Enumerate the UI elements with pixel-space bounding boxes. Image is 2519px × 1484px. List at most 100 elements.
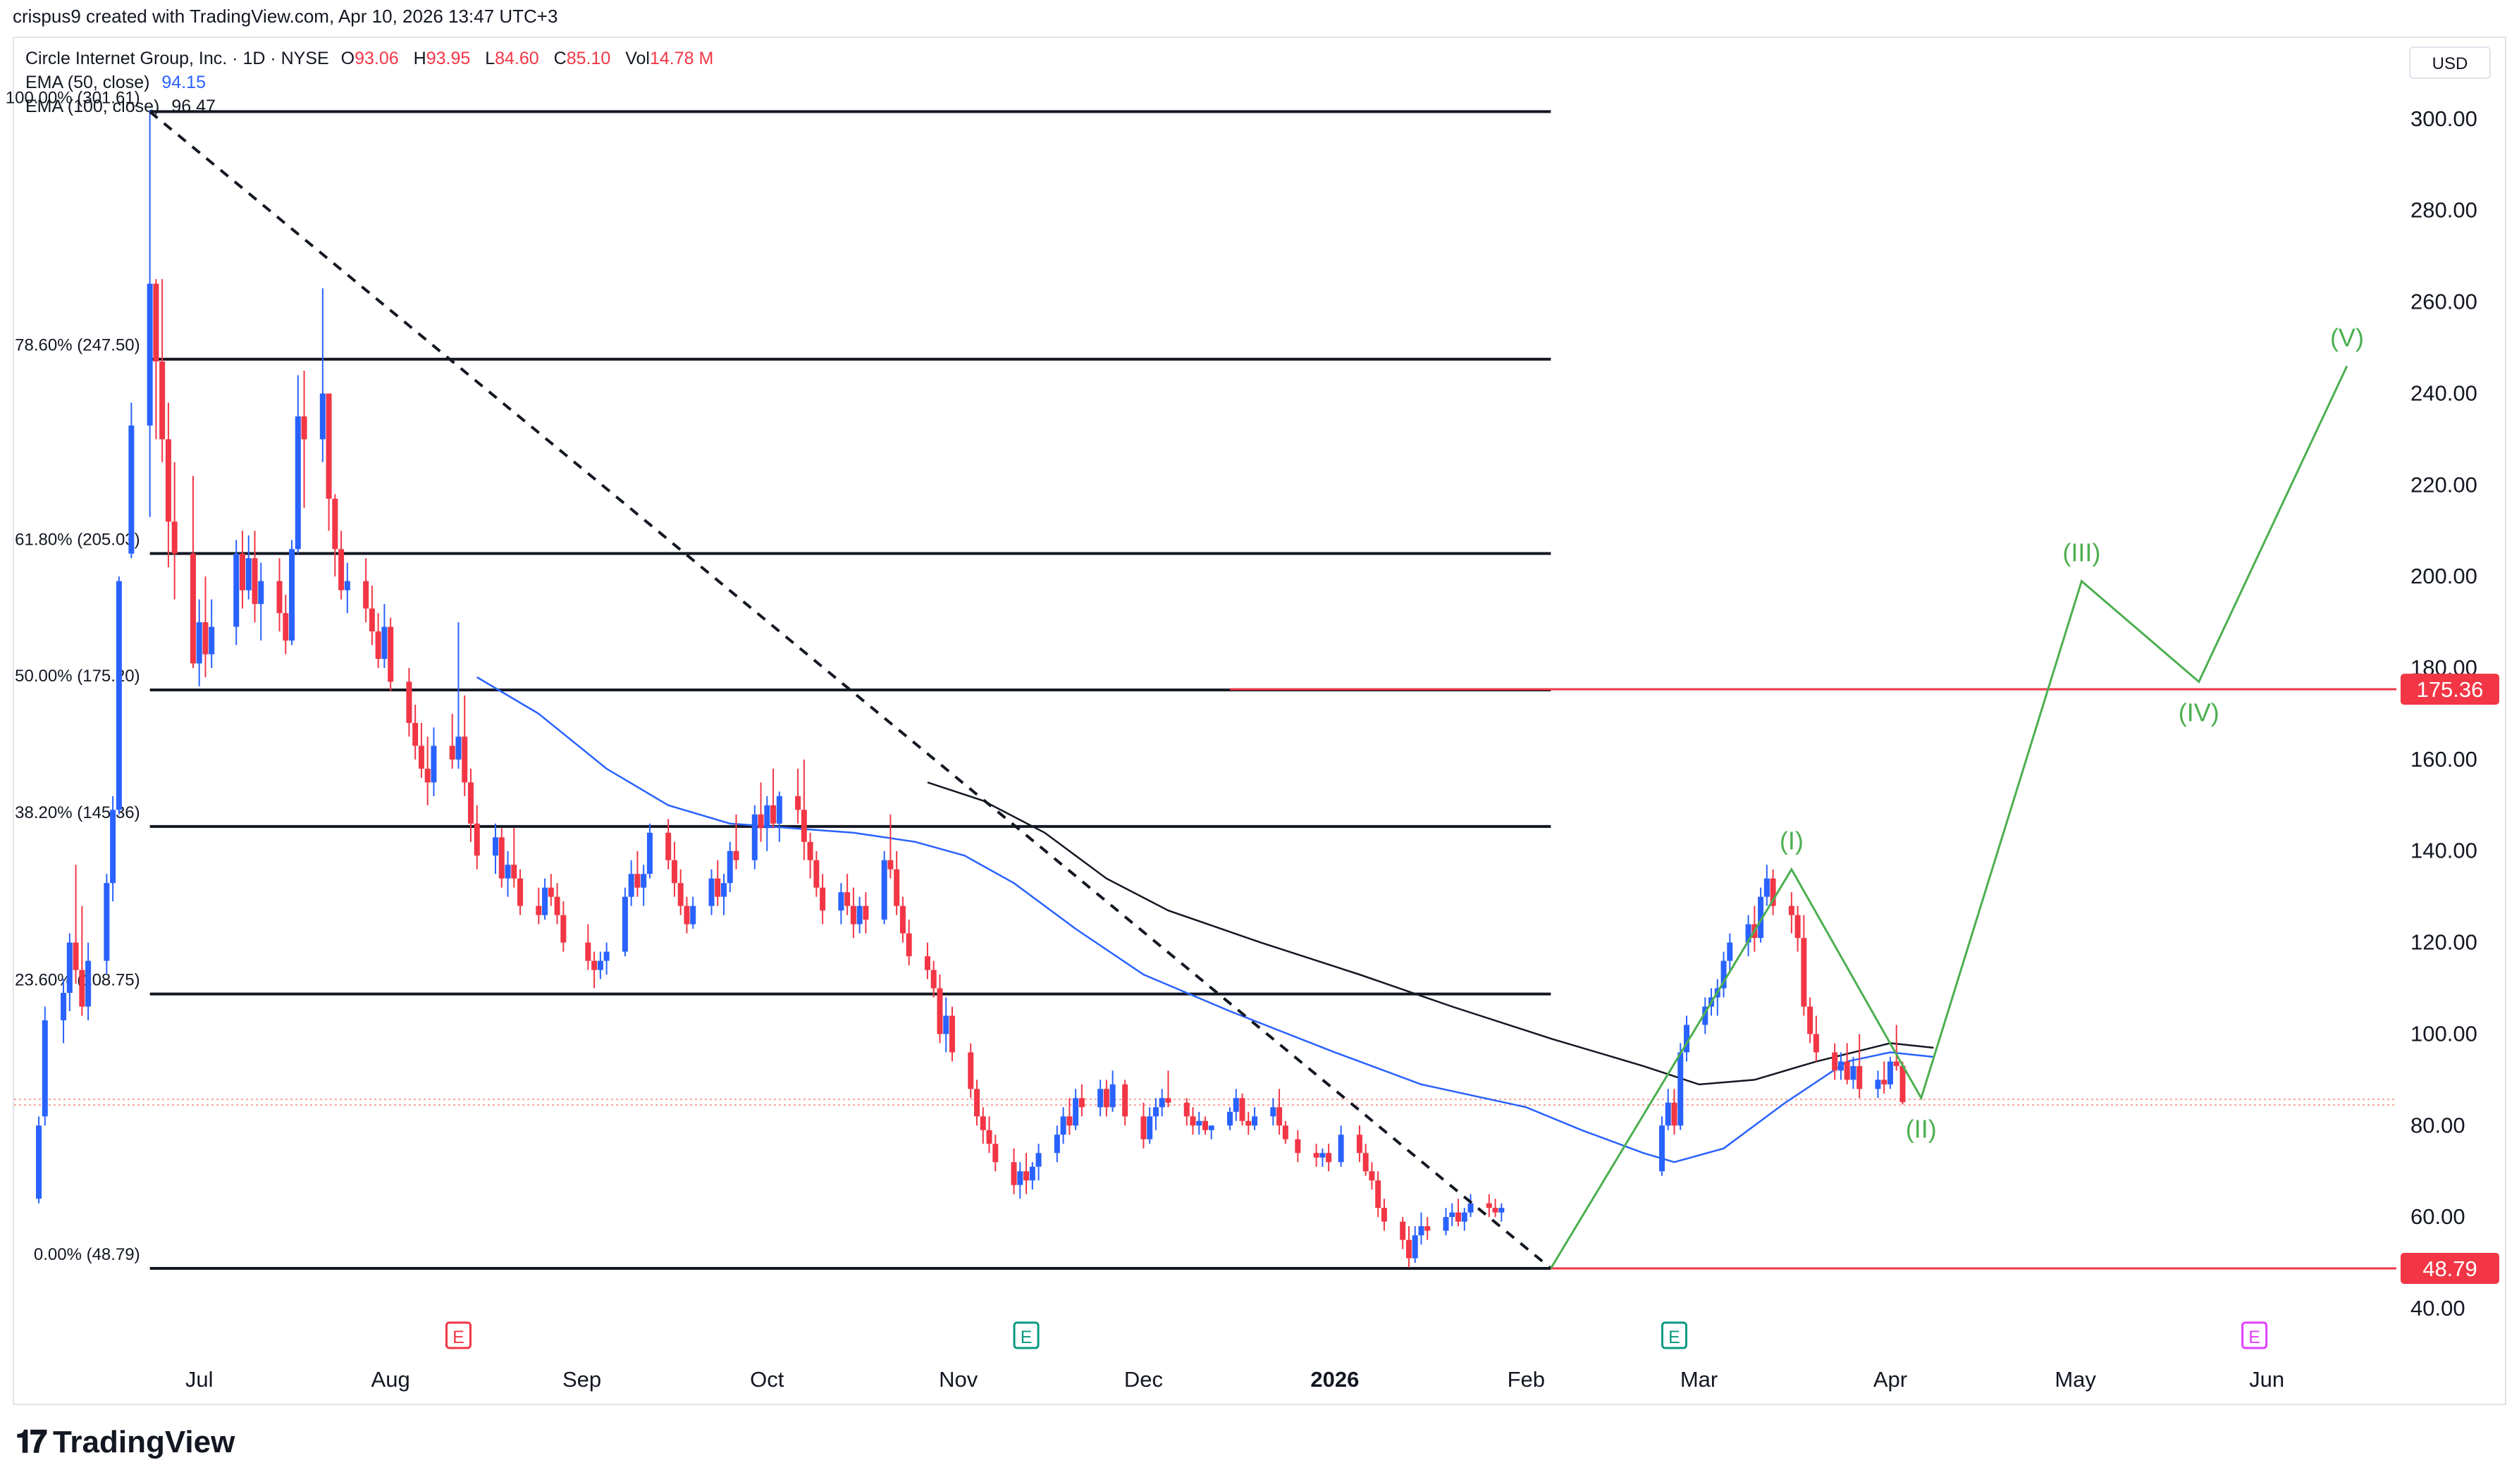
candle-body[interactable] xyxy=(147,283,153,426)
candle-body[interactable] xyxy=(1109,1084,1116,1108)
candle-body[interactable] xyxy=(245,558,252,590)
candle-body[interactable] xyxy=(369,608,375,632)
candle-body[interactable] xyxy=(1443,1217,1449,1231)
candle-body[interactable] xyxy=(258,581,264,605)
candle-body[interactable] xyxy=(844,892,851,906)
candle-body[interactable] xyxy=(1844,1061,1850,1080)
candle-body[interactable] xyxy=(770,805,777,824)
candle-body[interactable] xyxy=(1190,1116,1196,1126)
candle-body[interactable] xyxy=(1029,1166,1035,1181)
candle-body[interactable] xyxy=(517,878,524,906)
candle-body[interactable] xyxy=(1455,1212,1462,1222)
candle-body[interactable] xyxy=(591,960,598,970)
candle-body[interactable] xyxy=(116,581,122,810)
candle-body[interactable] xyxy=(881,860,887,920)
candle-body[interactable] xyxy=(1282,1125,1288,1139)
candle-body[interactable] xyxy=(319,393,326,440)
candle-body[interactable] xyxy=(239,553,245,590)
candle-body[interactable] xyxy=(690,905,696,925)
candle-body[interactable] xyxy=(326,393,332,499)
candle-body[interactable] xyxy=(856,905,863,925)
candle-body[interactable] xyxy=(381,626,388,660)
candle-body[interactable] xyxy=(1887,1061,1893,1084)
earnings-marker-icon[interactable] xyxy=(445,1321,472,1349)
legend-symbol[interactable]: Circle Internet Group, Inc. · 1D · NYSE xyxy=(25,49,329,68)
candle-body[interactable] xyxy=(677,883,684,906)
candle-body[interactable] xyxy=(36,1125,42,1199)
candle-body[interactable] xyxy=(943,1015,949,1034)
candle-body[interactable] xyxy=(924,956,930,970)
candle-body[interactable] xyxy=(1103,1089,1109,1108)
candle-body[interactable] xyxy=(493,837,499,856)
candle-body[interactable] xyxy=(1183,1102,1190,1117)
candle-body[interactable] xyxy=(980,1116,986,1130)
candle-body[interactable] xyxy=(560,915,567,943)
candle-body[interactable] xyxy=(1356,1134,1362,1154)
candle-body[interactable] xyxy=(1017,1171,1023,1185)
candle-body[interactable] xyxy=(431,746,437,783)
candle-body[interactable] xyxy=(1295,1139,1301,1154)
candle-body[interactable] xyxy=(1245,1120,1252,1126)
candle-body[interactable] xyxy=(61,993,67,1020)
candle-body[interactable] xyxy=(838,892,844,911)
candle-body[interactable] xyxy=(1684,1025,1690,1053)
candle-body[interactable] xyxy=(548,887,554,897)
candle-body[interactable] xyxy=(1375,1180,1381,1208)
candle-body[interactable] xyxy=(863,905,869,920)
candle-body[interactable] xyxy=(1727,942,1733,961)
candle-body[interactable] xyxy=(1899,1065,1906,1103)
candle-body[interactable] xyxy=(1097,1089,1104,1108)
ema50-line[interactable] xyxy=(476,676,1934,1163)
candle-body[interactable] xyxy=(1054,1134,1060,1154)
candle-body[interactable] xyxy=(1313,1153,1319,1158)
candle-body[interactable] xyxy=(1196,1120,1202,1126)
candle-body[interactable] xyxy=(1202,1120,1208,1130)
candle-body[interactable] xyxy=(986,1130,992,1144)
candle-body[interactable] xyxy=(338,549,345,590)
candle-body[interactable] xyxy=(289,549,295,641)
candle-body[interactable] xyxy=(505,865,511,879)
candle-body[interactable] xyxy=(1159,1098,1165,1108)
candle-body[interactable] xyxy=(992,1144,999,1163)
candle-body[interactable] xyxy=(375,631,381,660)
candle-body[interactable] xyxy=(671,860,677,884)
candle-body[interactable] xyxy=(1449,1212,1455,1218)
candle-body[interactable] xyxy=(554,896,560,915)
candle-body[interactable] xyxy=(467,782,474,824)
candle-body[interactable] xyxy=(585,942,591,961)
candle-body[interactable] xyxy=(887,860,894,870)
candle-body[interactable] xyxy=(820,887,826,911)
candle-body[interactable] xyxy=(795,796,801,810)
candle-body[interactable] xyxy=(1813,1034,1819,1053)
candle-body[interactable] xyxy=(1319,1153,1326,1158)
candle-body[interactable] xyxy=(295,416,301,550)
candle-body[interactable] xyxy=(128,425,135,554)
candle-body[interactable] xyxy=(209,626,215,655)
candle-body[interactable] xyxy=(1239,1098,1245,1121)
candle-body[interactable] xyxy=(462,736,468,783)
candle-body[interactable] xyxy=(474,823,480,856)
candle-body[interactable] xyxy=(720,883,727,897)
candle-body[interactable] xyxy=(1850,1065,1856,1080)
candle-body[interactable] xyxy=(850,905,856,925)
candle-body[interactable] xyxy=(1677,1052,1684,1126)
currency-button[interactable]: USD xyxy=(2409,47,2491,79)
candle-body[interactable] xyxy=(42,1020,48,1117)
trend-line[interactable] xyxy=(149,110,1552,1270)
candle-body[interactable] xyxy=(1794,915,1801,939)
candle-body[interactable] xyxy=(1035,1153,1042,1167)
candle-body[interactable] xyxy=(1745,924,1751,943)
candle-body[interactable] xyxy=(1066,1116,1073,1126)
candle-body[interactable] xyxy=(1023,1171,1030,1181)
candle-body[interactable] xyxy=(283,613,289,641)
candle-body[interactable] xyxy=(899,905,906,934)
candle-body[interactable] xyxy=(1412,1235,1418,1259)
candle-body[interactable] xyxy=(776,796,782,824)
candle-body[interactable] xyxy=(153,283,159,361)
candle-body[interactable] xyxy=(1875,1080,1881,1089)
candle-body[interactable] xyxy=(949,1015,955,1053)
candle-body[interactable] xyxy=(1400,1221,1406,1240)
candle-body[interactable] xyxy=(1770,878,1776,906)
candle-body[interactable] xyxy=(332,498,338,550)
candle-body[interactable] xyxy=(498,837,505,879)
